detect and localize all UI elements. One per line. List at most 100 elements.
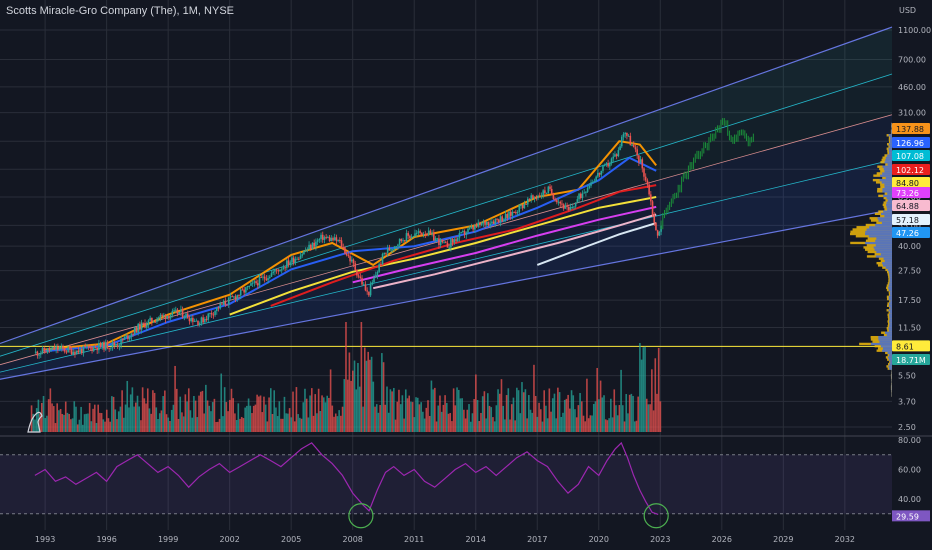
candle-body <box>267 278 269 281</box>
volume-profile-bar <box>875 244 892 247</box>
candle-body <box>248 285 251 287</box>
candle-body <box>287 260 290 265</box>
candle-body <box>207 313 210 320</box>
volume-bar <box>475 374 477 432</box>
candle-body <box>544 190 546 194</box>
candle-body <box>291 257 293 263</box>
volume-bar <box>528 395 530 432</box>
candle-body <box>69 347 71 349</box>
volume-bar <box>398 389 400 432</box>
candle-body <box>55 346 57 350</box>
x-axis-tick-label: 2023 <box>650 535 670 544</box>
x-axis-tick-label: 1996 <box>96 535 116 544</box>
moving-average-line <box>270 184 657 307</box>
volume-bar <box>348 352 351 432</box>
candle-body <box>612 156 615 159</box>
volume-bar <box>404 389 407 432</box>
volume-profile-bar <box>888 149 892 153</box>
candle-body <box>181 309 184 318</box>
volume-profile-bar <box>865 230 892 233</box>
moving-average-line <box>372 213 657 290</box>
volume-bar <box>198 395 200 432</box>
candle-body <box>409 235 411 239</box>
volume-profile-bar <box>889 273 892 276</box>
volume-bar <box>334 413 337 432</box>
candle-body <box>197 320 199 326</box>
volume-bar <box>420 402 422 432</box>
candle-body <box>299 255 302 259</box>
volume-bar <box>502 405 504 432</box>
candle-body <box>639 159 642 163</box>
volume-profile-bar <box>883 167 892 171</box>
volume-bar <box>123 417 125 432</box>
x-axis-tick-label: 2008 <box>343 535 363 544</box>
x-axis-tick-label: 2032 <box>835 535 855 544</box>
volume-bar <box>105 409 108 432</box>
candle-body <box>619 146 621 151</box>
volume-bar <box>586 378 588 432</box>
candle-body <box>568 206 570 210</box>
volume-bar <box>471 413 474 432</box>
volume-profile-bar <box>884 160 892 164</box>
volume-bar <box>485 418 487 432</box>
candle-body <box>550 188 553 195</box>
volume-profile-bar <box>886 201 892 204</box>
volume-bar <box>633 421 636 432</box>
volume-bar <box>610 398 612 432</box>
candle-body <box>562 204 565 209</box>
candle-body <box>509 211 512 216</box>
volume-bar <box>598 399 600 432</box>
moving-average-line <box>45 156 657 353</box>
x-axis-tick-label: 2029 <box>773 535 793 544</box>
candle-body <box>468 227 471 229</box>
candle-body <box>361 278 363 285</box>
volume-bar <box>557 387 559 432</box>
rsi-axis-tick-label: 40.00 <box>898 495 921 504</box>
volume-bar <box>143 398 146 432</box>
candle-body <box>125 335 128 338</box>
volume-profile-bar <box>880 212 892 215</box>
candle-body <box>552 194 555 200</box>
volume-profile-bar <box>889 367 892 370</box>
moving-average-line <box>352 205 657 284</box>
volume-bar <box>208 405 211 432</box>
volume-profile-bar <box>889 136 892 139</box>
volume-profile-bar <box>882 349 892 352</box>
candle-body <box>438 238 440 246</box>
candle-body <box>46 348 49 353</box>
candle-body <box>82 345 85 354</box>
candle-body <box>202 317 204 323</box>
candle-body <box>246 286 249 288</box>
candle-body <box>313 242 315 247</box>
candle-body <box>115 345 117 347</box>
candle-body <box>600 170 603 175</box>
candle-body <box>75 350 78 355</box>
candle-body <box>258 276 261 286</box>
volume-bar <box>451 421 453 432</box>
price-tag: 107.08 <box>892 150 930 161</box>
price-tag-value: 64.88 <box>896 202 919 211</box>
candle-body <box>236 295 239 300</box>
volume-bar <box>99 412 101 432</box>
channel-band <box>0 114 892 373</box>
y-axis-tick-label: 1100.00 <box>898 26 931 35</box>
y-axis-tick-label: 17.50 <box>898 296 921 305</box>
candle-body <box>120 338 122 346</box>
volume-bar <box>309 395 311 432</box>
volume-bar <box>184 394 187 432</box>
volume-profile-bar <box>866 228 892 231</box>
volume-bar <box>545 405 547 432</box>
volume-bar <box>444 395 446 432</box>
candle-body <box>147 320 150 326</box>
volume-bar <box>167 417 170 432</box>
volume-profile-bar <box>889 282 892 285</box>
volume-bar <box>68 413 70 432</box>
volume-bar <box>365 360 368 432</box>
price-tag-bg <box>892 164 930 175</box>
volume-bar <box>290 417 293 432</box>
x-axis-tick-label: 2011 <box>404 535 424 544</box>
price-tag-value: 47.26 <box>896 229 919 238</box>
candle-body <box>571 206 574 208</box>
